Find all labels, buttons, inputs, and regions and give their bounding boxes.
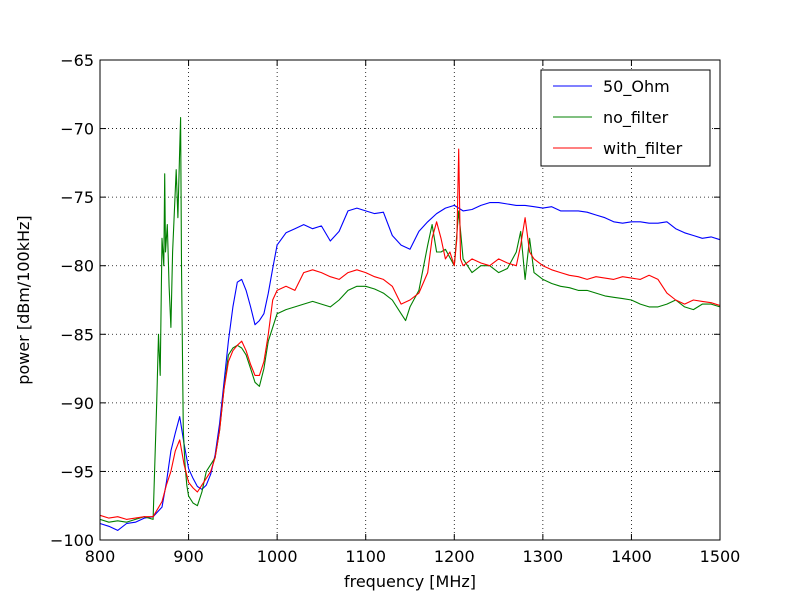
legend-label-no-filter: no_filter: [603, 108, 669, 128]
series-line-no-filter: [99, 117, 721, 523]
y-tick-label: −90: [60, 394, 94, 413]
y-tick-label: −85: [60, 325, 94, 344]
y-tick-label: −70: [60, 120, 94, 139]
series-line-50-ohm: [99, 202, 721, 531]
x-tick-label: 800: [85, 547, 116, 566]
y-axis-label: power [dBm/100kHz]: [14, 215, 33, 384]
x-tick-label: 1000: [257, 547, 298, 566]
legend-label-with-filter: with_filter: [603, 139, 683, 159]
y-tick-label: −65: [60, 51, 94, 70]
x-tick-label: 1400: [611, 547, 652, 566]
y-tick-label: −95: [60, 462, 94, 481]
series-lines: [99, 117, 721, 531]
x-tick-label: 1300: [522, 547, 563, 566]
legend-label-50-ohm: 50_Ohm: [603, 77, 670, 97]
y-tick-label: −75: [60, 188, 94, 207]
ticks: 800 900 1000 1100 1200 1300 1400 1500 −100 −95 −90…: [50, 51, 740, 566]
y-tick-label: −80: [60, 257, 94, 276]
x-tick-label: 1100: [345, 547, 386, 566]
y-tick-label: −100: [50, 531, 94, 550]
x-tick-label: 1200: [434, 547, 475, 566]
series-line-with-filter: [99, 148, 721, 520]
legend: 50_Ohm no_filter with_filter: [540, 69, 711, 167]
plot-frame: [99, 59, 721, 541]
x-axis-label: frequency [MHz]: [344, 572, 476, 591]
x-tick-label: 900: [173, 547, 204, 566]
x-tick-label: 1500: [700, 547, 741, 566]
